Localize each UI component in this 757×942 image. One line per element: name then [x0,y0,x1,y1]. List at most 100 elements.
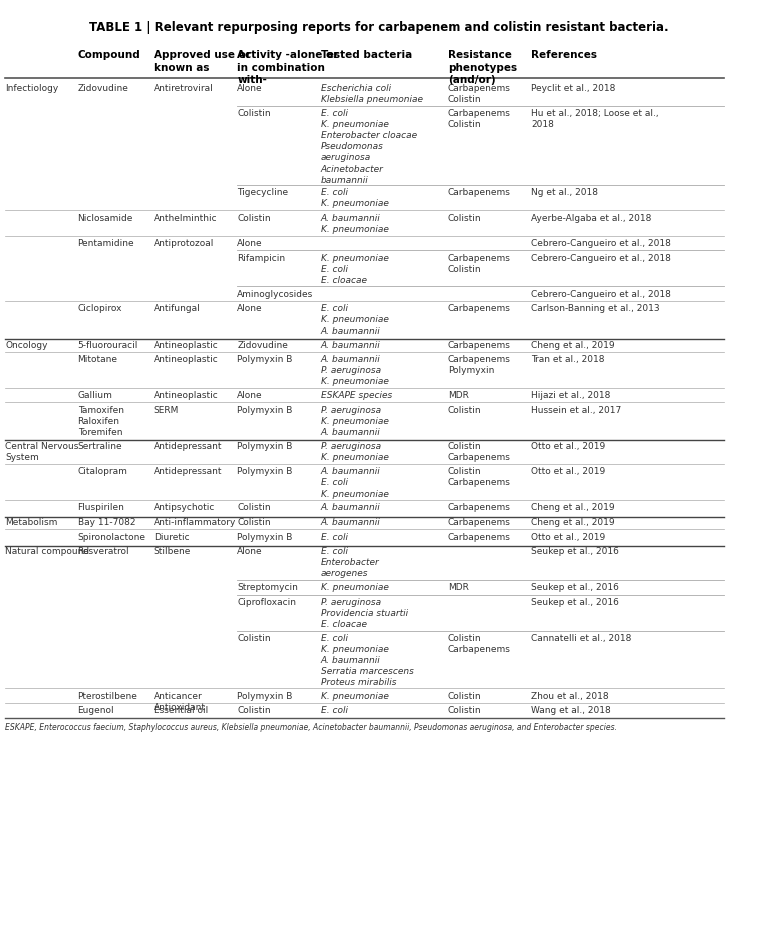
Text: Ciprofloxacin: Ciprofloxacin [238,598,296,607]
Text: Escherichia coli
Klebsiella pneumoniae: Escherichia coli Klebsiella pneumoniae [321,84,423,104]
Text: Tested bacteria: Tested bacteria [321,50,412,60]
Text: Essential oil: Essential oil [154,706,208,715]
Text: Eugenol: Eugenol [78,706,114,715]
Text: Anticancer
Antioxidant: Anticancer Antioxidant [154,691,206,712]
Text: Alone: Alone [238,304,263,314]
Text: Natural compound: Natural compound [5,547,89,556]
Text: Cannatelli et al., 2018: Cannatelli et al., 2018 [531,634,632,643]
Text: Antineoplastic: Antineoplastic [154,341,219,349]
Text: E. coli
Enterobacter
aerogenes: E. coli Enterobacter aerogenes [321,547,379,578]
Text: Polymyxin B: Polymyxin B [238,467,293,477]
Text: Tamoxifen
Raloxifen
Toremifen: Tamoxifen Raloxifen Toremifen [78,406,123,437]
Text: Hussein et al., 2017: Hussein et al., 2017 [531,406,621,414]
Text: References: References [531,50,597,60]
Text: Citalopram: Citalopram [78,467,127,477]
Text: P. aeruginosa
K. pneumoniae
A. baumannii: P. aeruginosa K. pneumoniae A. baumannii [321,406,388,437]
Text: Gallium: Gallium [78,391,113,400]
Text: Alone: Alone [238,391,263,400]
Text: Cheng et al., 2019: Cheng et al., 2019 [531,503,615,512]
Text: Antineoplastic: Antineoplastic [154,355,219,365]
Text: Carbapenems: Carbapenems [448,304,511,314]
Text: A. baumannii
K. pneumoniae: A. baumannii K. pneumoniae [321,214,388,234]
Text: E. coli
K. pneumoniae: E. coli K. pneumoniae [321,188,388,208]
Text: Carbapenems: Carbapenems [448,188,511,198]
Text: Anti-inflammatory: Anti-inflammatory [154,518,236,528]
Text: Infectiology: Infectiology [5,84,58,92]
Text: Fluspirilen: Fluspirilen [78,503,124,512]
Text: Seukep et al., 2016: Seukep et al., 2016 [531,598,619,607]
Text: Otto et al., 2019: Otto et al., 2019 [531,467,606,477]
Text: P. aeruginosa
K. pneumoniae: P. aeruginosa K. pneumoniae [321,442,388,463]
Text: Approved use or
known as: Approved use or known as [154,50,251,73]
Text: Central Nervous
System: Central Nervous System [5,442,79,463]
Text: Alone: Alone [238,547,263,556]
Text: Hu et al., 2018; Loose et al.,
2018: Hu et al., 2018; Loose et al., 2018 [531,109,659,129]
Text: Carbapenems: Carbapenems [448,341,511,349]
Text: Stilbene: Stilbene [154,547,192,556]
Text: Cheng et al., 2019: Cheng et al., 2019 [531,341,615,349]
Text: E. coli
K. pneumoniae
A. baumannii
Serratia marcescens
Proteus mirabilis: E. coli K. pneumoniae A. baumannii Serra… [321,634,413,688]
Text: SERM: SERM [154,406,179,414]
Text: Antipsychotic: Antipsychotic [154,503,215,512]
Text: Activity -alone or
in combination
with-: Activity -alone or in combination with- [238,50,338,85]
Text: Ng et al., 2018: Ng et al., 2018 [531,188,598,198]
Text: Colistin: Colistin [238,634,271,643]
Text: Colistin
Carbapenems: Colistin Carbapenems [448,467,511,487]
Text: Carbapenems
Colistin: Carbapenems Colistin [448,253,511,274]
Text: Polymyxin B: Polymyxin B [238,406,293,414]
Text: Colistin: Colistin [448,706,481,715]
Text: Pterostilbene: Pterostilbene [78,691,138,701]
Text: Cebrero-Cangueiro et al., 2018: Cebrero-Cangueiro et al., 2018 [531,290,671,299]
Text: MDR: MDR [448,583,469,593]
Text: Carbapenems
Polymyxin: Carbapenems Polymyxin [448,355,511,375]
Text: Colistin: Colistin [238,518,271,528]
Text: Tran et al., 2018: Tran et al., 2018 [531,355,605,365]
Text: 5-fluorouracil: 5-fluorouracil [78,341,138,349]
Text: Alone: Alone [238,239,263,248]
Text: Zidovudine: Zidovudine [238,341,288,349]
Text: Polymyxin B: Polymyxin B [238,355,293,365]
Text: Colistin: Colistin [448,214,481,222]
Text: A. baumannii
E. coli
K. pneumoniae: A. baumannii E. coli K. pneumoniae [321,467,388,498]
Text: Polymyxin B: Polymyxin B [238,442,293,451]
Text: A. baumannii
P. aeruginosa
K. pneumoniae: A. baumannii P. aeruginosa K. pneumoniae [321,355,388,386]
Text: ESKAPE species: ESKAPE species [321,391,392,400]
Text: Anthelminthic: Anthelminthic [154,214,217,222]
Text: Carlson-Banning et al., 2013: Carlson-Banning et al., 2013 [531,304,660,314]
Text: K. pneumoniae
E. coli
E. cloacae: K. pneumoniae E. coli E. cloacae [321,253,388,284]
Text: Streptomycin: Streptomycin [238,583,298,593]
Text: Mitotane: Mitotane [78,355,117,365]
Text: Aminoglycosides: Aminoglycosides [238,290,313,299]
Text: Otto et al., 2019: Otto et al., 2019 [531,442,606,451]
Text: MDR: MDR [448,391,469,400]
Text: Seukep et al., 2016: Seukep et al., 2016 [531,547,619,556]
Text: Colistin: Colistin [238,706,271,715]
Text: Resveratrol: Resveratrol [78,547,129,556]
Text: Alone: Alone [238,84,263,92]
Text: Carbapenems
Colistin: Carbapenems Colistin [448,84,511,104]
Text: Carbapenems
Colistin: Carbapenems Colistin [448,109,511,129]
Text: Antifungal: Antifungal [154,304,201,314]
Text: E. coli
K. pneumoniae
Enterobacter cloacae
Pseudomonas
aeruginosa
Acinetobacter
: E. coli K. pneumoniae Enterobacter cloac… [321,109,417,185]
Text: Antidepressant: Antidepressant [154,467,223,477]
Text: Colistin: Colistin [448,691,481,701]
Text: Resistance
phenotypes
(and/or): Resistance phenotypes (and/or) [448,50,517,85]
Text: Diuretic: Diuretic [154,532,189,542]
Text: K. pneumoniae: K. pneumoniae [321,691,388,701]
Text: P. aeruginosa
Providencia stuartii
E. cloacae: P. aeruginosa Providencia stuartii E. cl… [321,598,408,629]
Text: Colistin: Colistin [238,503,271,512]
Text: Peyclit et al., 2018: Peyclit et al., 2018 [531,84,615,92]
Text: A. baumannii: A. baumannii [321,518,381,528]
Text: Pentamidine: Pentamidine [78,239,134,248]
Text: K. pneumoniae: K. pneumoniae [321,583,388,593]
Text: Carbapenems: Carbapenems [448,503,511,512]
Text: A. baumannii: A. baumannii [321,341,381,349]
Text: Colistin
Carbapenems: Colistin Carbapenems [448,442,511,463]
Text: Tigecycline: Tigecycline [238,188,288,198]
Text: Ciclopirox: Ciclopirox [78,304,122,314]
Text: Cebrero-Cangueiro et al., 2018: Cebrero-Cangueiro et al., 2018 [531,253,671,263]
Text: Hijazi et al., 2018: Hijazi et al., 2018 [531,391,611,400]
Text: Zhou et al., 2018: Zhou et al., 2018 [531,691,609,701]
Text: Colistin
Carbapenems: Colistin Carbapenems [448,634,511,654]
Text: A. baumannii: A. baumannii [321,503,381,512]
